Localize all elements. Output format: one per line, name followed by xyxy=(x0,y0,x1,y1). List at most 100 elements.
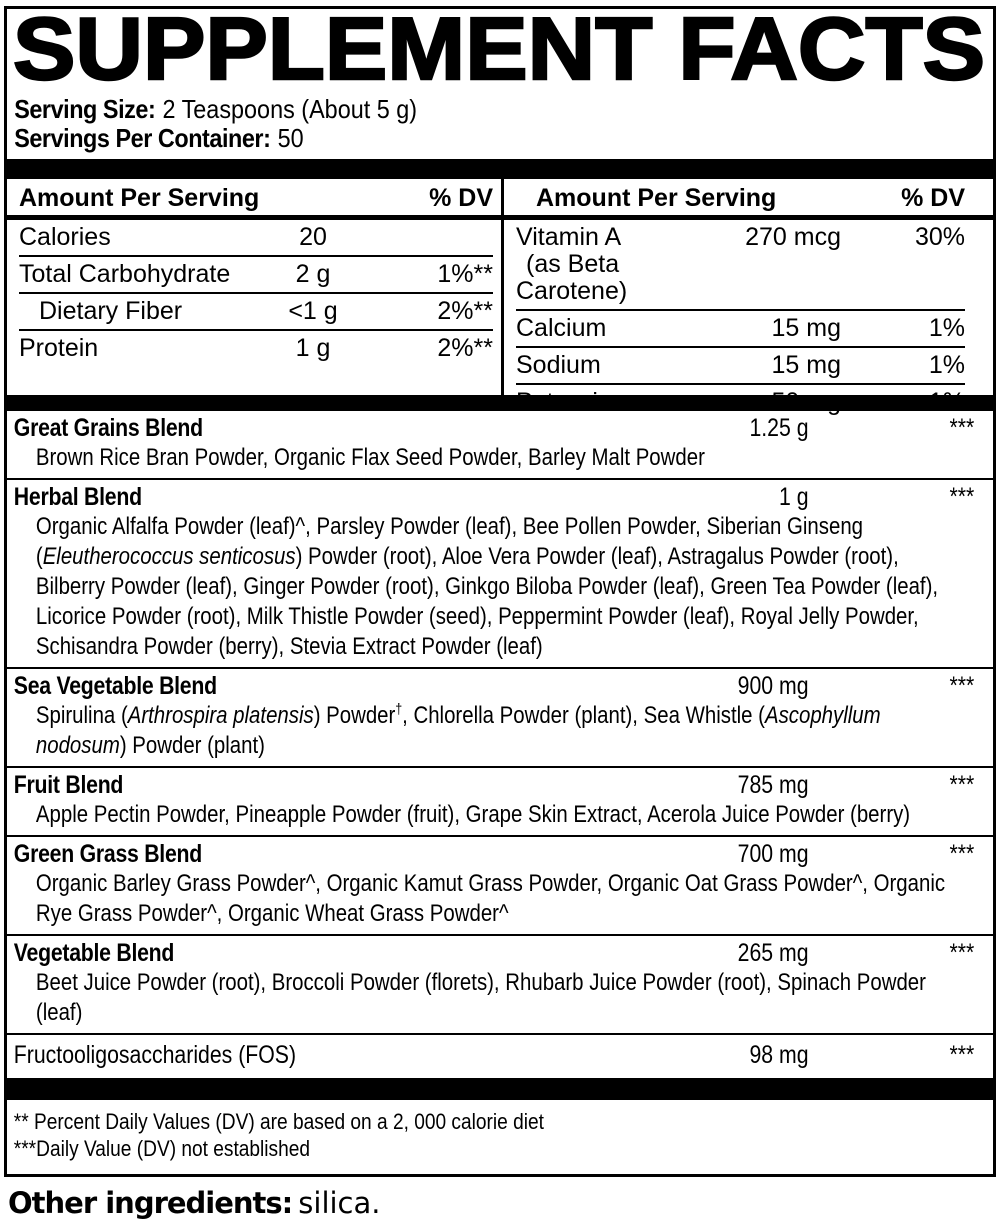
nutrient-amount: 15 mg xyxy=(771,351,841,379)
blend-header: Sea Vegetable Blend 900 mg *** xyxy=(7,669,993,701)
blend-dv: *** xyxy=(949,483,975,511)
blend-dv: *** xyxy=(949,939,975,967)
blend-name: Sea Vegetable Blend xyxy=(13,672,217,700)
blend-header: Herbal Blend 1 g *** xyxy=(7,480,993,512)
nutrient-dv: 2%** xyxy=(437,334,493,362)
blend-row: Great Grains Blend 1.25 g *** Brown Rice… xyxy=(7,411,993,478)
nutrient-dv: 1%** xyxy=(437,260,493,288)
divider-bar-top xyxy=(7,159,993,179)
blend-ingredients: Beet Juice Powder (root), Broccoli Powde… xyxy=(35,969,926,1026)
blend-header: Fruit Blend 785 mg *** xyxy=(7,768,993,800)
table-row: Protein 1 g 2%** xyxy=(19,329,493,366)
nutrient-name: Calcium xyxy=(516,314,607,342)
nutrient-amount: 270 mcg xyxy=(745,223,841,251)
fos-row: Fructooligosaccharides (FOS) 98 mg *** xyxy=(7,1033,993,1078)
servings-per-container-value: 50 xyxy=(277,123,304,153)
divider-bar-bottom xyxy=(7,1078,993,1100)
blend-amount: 265 mg xyxy=(737,939,809,967)
nutrient-dv: 1% xyxy=(928,314,965,342)
servings-per-container-line: Servings Per Container: 50 xyxy=(14,124,993,153)
table-row: Dietary Fiber <1 g 2%** xyxy=(19,292,493,329)
nutrient-dv: 30% xyxy=(914,223,965,251)
blend-row: Herbal Blend 1 g *** Organic Alfalfa Pow… xyxy=(7,478,993,667)
table-row: Sodium 15 mg 1% xyxy=(516,346,965,383)
blend-ingredients: Brown Rice Bran Powder, Organic Flax See… xyxy=(35,444,705,471)
blends-section: Great Grains Blend 1.25 g *** Brown Rice… xyxy=(7,411,993,1078)
table-header: Amount Per Serving % DV xyxy=(504,179,993,220)
panel-title: SUPPLEMENT FACTS xyxy=(7,0,993,99)
serving-size-label: Serving Size: xyxy=(14,94,156,124)
blend-name: Green Grass Blend xyxy=(13,840,202,868)
blend-ingredients: Spirulina (Arthrospira platensis) Powder… xyxy=(35,702,881,759)
divider-bar-middle xyxy=(7,395,993,411)
nutrient-dv: 1% xyxy=(928,388,965,416)
table-row: Potassium 50 mg 1% xyxy=(516,383,965,420)
blend-dv: *** xyxy=(949,840,975,868)
blend-dv: *** xyxy=(949,414,975,442)
footnote-daily-values: ** Percent Daily Values (DV) are based o… xyxy=(13,1109,544,1134)
nutrient-amount: 20 xyxy=(299,223,327,251)
blend-row: Fruit Blend 785 mg *** Apple Pectin Powd… xyxy=(7,766,993,835)
table-row: Total Carbohydrate 2 g 1%** xyxy=(19,255,493,292)
nutrient-amount: 1 g xyxy=(295,334,331,362)
blend-amount: 785 mg xyxy=(737,771,809,799)
footnotes: ** Percent Daily Values (DV) are based o… xyxy=(7,1100,993,1174)
blend-header: Great Grains Blend 1.25 g *** xyxy=(7,411,993,443)
blend-amount: 1.25 g xyxy=(749,414,809,442)
panel-title-text: SUPPLEMENT FACTS xyxy=(13,11,985,93)
fos-name: Fructooligosaccharides (FOS) xyxy=(13,1041,297,1069)
fos-header: Fructooligosaccharides (FOS) 98 mg *** xyxy=(7,1035,993,1078)
servings-per-container-label: Servings Per Container: xyxy=(14,123,271,153)
blend-amount: 1 g xyxy=(778,483,809,511)
table-row: Vitamin A (as Beta Carotene) 270 mcg 30% xyxy=(516,220,965,309)
serving-size-line: Serving Size: 2 Teaspoons (About 5 g) xyxy=(14,95,993,124)
table-header: Amount Per Serving % DV xyxy=(7,179,501,220)
botanical-name: Ascophyllum nodosum xyxy=(35,702,881,759)
dagger-mark: † xyxy=(395,702,403,718)
blend-header: Vegetable Blend 265 mg *** xyxy=(7,936,993,968)
blend-ingredients: Apple Pectin Powder, Pineapple Powder (f… xyxy=(35,801,911,828)
serving-size-value: 2 Teaspoons (About 5 g) xyxy=(162,94,418,124)
nutrient-table-right: Amount Per Serving % DV Vitamin A (as Bet… xyxy=(501,179,993,416)
blend-name: Vegetable Blend xyxy=(13,939,175,967)
nutrient-name: Dietary Fiber xyxy=(39,297,183,325)
blend-amount: 900 mg xyxy=(737,672,809,700)
header-percent-dv: % DV xyxy=(429,184,493,212)
blend-name: Great Grains Blend xyxy=(13,414,203,442)
supplement-facts-panel: SUPPLEMENT FACTS Serving Size: 2 Teaspoon… xyxy=(4,0,996,1177)
blend-row: Sea Vegetable Blend 900 mg *** Spirulina… xyxy=(7,667,993,766)
blend-header: Green Grass Blend 700 mg *** xyxy=(7,837,993,869)
header-amount-per-serving: Amount Per Serving xyxy=(536,184,777,212)
nutrient-amount: 2 g xyxy=(295,260,331,288)
nutrient-dv: 2%** xyxy=(437,297,493,325)
other-ingredients-line: Other ingredients: silica. xyxy=(8,1187,1000,1219)
nutrient-amount: 15 mg xyxy=(771,314,841,342)
nutrient-amount: <1 g xyxy=(288,297,338,325)
blend-ingredients: Organic Barley Grass Powder^, Organic Ka… xyxy=(35,870,946,927)
other-ingredients-label: Other ingredients: xyxy=(8,1186,293,1220)
blend-dv: *** xyxy=(949,771,975,799)
blend-dv: *** xyxy=(949,672,975,700)
nutrient-table: Amount Per Serving % DV Calories 20 Tota… xyxy=(7,179,993,416)
nutrient-name: Protein xyxy=(19,334,99,362)
other-ingredients-value: silica. xyxy=(298,1186,381,1220)
footnote-dv-not-established: ***Daily Value (DV) not established xyxy=(13,1136,311,1161)
botanical-name: Eleutherococcus senticosus xyxy=(42,543,296,570)
blend-ingredients: Organic Alfalfa Powder (leaf)^, Parsley … xyxy=(35,513,939,660)
nutrient-table-left: Amount Per Serving % DV Calories 20 Tota… xyxy=(7,179,501,395)
blend-row: Vegetable Blend 265 mg *** Beet Juice Po… xyxy=(7,934,993,1033)
header-amount-per-serving: Amount Per Serving xyxy=(19,184,260,212)
nutrient-name-source: (as Beta Carotene) xyxy=(516,250,628,305)
serving-info: Serving Size: 2 Teaspoons (About 5 g) Ser… xyxy=(7,93,993,159)
blend-name: Fruit Blend xyxy=(13,771,124,799)
table-row: Calories 20 xyxy=(19,220,493,255)
nutrient-dv: 1% xyxy=(928,351,965,379)
botanical-name: Arthrospira platensis xyxy=(127,702,314,729)
fos-amount: 98 mg xyxy=(749,1041,809,1069)
blend-row: Green Grass Blend 700 mg *** Organic Bar… xyxy=(7,835,993,934)
table-row: Calcium 15 mg 1% xyxy=(516,309,965,346)
blend-name: Herbal Blend xyxy=(13,483,142,511)
panel-title-svg: SUPPLEMENT FACTS xyxy=(12,0,987,99)
nutrient-name: Calories xyxy=(19,223,111,251)
